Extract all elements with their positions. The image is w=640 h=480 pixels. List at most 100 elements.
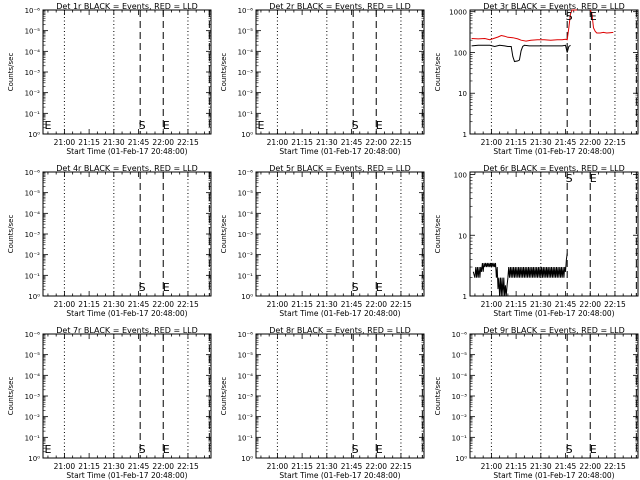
plot-frame [42, 9, 212, 135]
start-marker-label: S [352, 281, 359, 294]
x-tick-label: 21:45 [555, 300, 577, 309]
panel-title: Det 7r BLACK = Events, RED = LLD [56, 326, 198, 335]
y-tick-label: 10⁻⁶ [452, 331, 468, 339]
x-tick-label: 21:30 [316, 138, 338, 147]
y-tick-label: 10⁻³ [25, 393, 41, 401]
x-tick-label: 22:15 [390, 300, 412, 309]
x-tick-label: 22:00 [365, 462, 387, 471]
x-tick-label: 22:00 [579, 462, 601, 471]
y-tick-label: 10 [458, 232, 467, 240]
left-e-marker-label: E [45, 443, 52, 456]
x-tick-label: 21:00 [54, 300, 76, 309]
x-axis-label: Start Time (01-Feb-17 20:48:00) [66, 309, 187, 318]
y-tick-label: 10⁻² [25, 252, 41, 260]
y-tick-label: 10⁻⁵ [238, 190, 254, 198]
x-tick-label: 21:30 [530, 300, 552, 309]
panel-title: Det 5r BLACK = Events, RED = LLD [269, 164, 411, 173]
x-tick-label: 22:00 [152, 300, 174, 309]
x-axis-label: Start Time (01-Feb-17 20:48:00) [279, 309, 400, 318]
x-axis-label: Start Time (01-Feb-17 20:48:00) [493, 471, 614, 480]
x-tick-label: 21:45 [341, 462, 363, 471]
y-tick-label: 10⁻³ [238, 393, 254, 401]
start-marker-label: S [566, 172, 573, 185]
y-tick-label: 10⁻³ [238, 231, 254, 239]
y-axis-label: Counts/sec [220, 215, 228, 254]
series-events [472, 253, 568, 297]
plot-frame [255, 9, 425, 135]
x-tick-label: 21:30 [316, 462, 338, 471]
panel-title: Det 1r BLACK = Events, RED = LLD [56, 2, 198, 11]
end-marker-label: E [590, 10, 597, 23]
y-tick-label: 10⁰ [241, 293, 253, 301]
x-tick-label: 22:15 [390, 462, 412, 471]
x-tick-label: 21:00 [481, 138, 503, 147]
y-tick-label: 10⁻² [452, 414, 468, 422]
end-marker-label: E [590, 172, 597, 185]
start-marker-label: S [352, 443, 359, 456]
x-tick-label: 21:45 [128, 462, 150, 471]
y-tick-label: 10⁰ [241, 455, 253, 463]
x-axis-label: Start Time (01-Feb-17 20:48:00) [493, 309, 614, 318]
x-tick-label: 21:15 [291, 300, 313, 309]
y-axis-label: Counts/sec [220, 377, 228, 416]
start-marker-label: S [352, 119, 359, 132]
y-tick-label: 10⁰ [28, 455, 40, 463]
y-tick-label: 10⁰ [455, 455, 467, 463]
y-tick-label: 10⁻² [238, 90, 254, 98]
y-tick-label: 10⁻⁴ [238, 210, 254, 218]
end-marker-label: E [163, 119, 170, 132]
x-tick-label: 21:45 [341, 300, 363, 309]
y-tick-label: 10⁻² [238, 414, 254, 422]
start-marker-label: S [566, 10, 573, 23]
y-tick-label: 10⁻⁴ [25, 48, 41, 56]
x-tick-label: 21:15 [505, 300, 527, 309]
x-axis-label: Start Time (01-Feb-17 20:48:00) [66, 471, 187, 480]
y-axis-label: Counts/sec [7, 53, 15, 92]
left-e-marker-label: E [258, 119, 265, 132]
y-axis-label: Counts/sec [7, 377, 15, 416]
x-tick-label: 21:45 [555, 462, 577, 471]
plot-frame [42, 171, 212, 297]
y-tick-label: 10⁻⁴ [238, 48, 254, 56]
y-tick-label: 100 [454, 172, 467, 180]
panel-title: Det 6r BLACK = Events, RED = LLD [483, 164, 625, 173]
x-tick-label: 21:45 [555, 138, 577, 147]
y-axis-label: Counts/sec [434, 53, 442, 92]
y-tick-label: 10⁻⁴ [238, 372, 254, 380]
x-axis-label: Start Time (01-Feb-17 20:48:00) [279, 147, 400, 156]
y-tick-label: 10⁰ [28, 293, 40, 301]
series-events [471, 44, 571, 63]
start-marker-label: S [139, 281, 146, 294]
y-tick-label: 1 [463, 293, 467, 301]
series-lld [471, 9, 578, 42]
y-tick-label: 10⁻² [25, 414, 41, 422]
y-tick-label: 10⁻⁶ [25, 331, 41, 339]
y-axis-label: Counts/sec [220, 53, 228, 92]
series-lld [589, 9, 614, 34]
x-tick-label: 22:15 [177, 462, 199, 471]
y-tick-label: 10⁰ [28, 131, 40, 139]
x-tick-label: 22:00 [152, 462, 174, 471]
plot-frame [255, 333, 425, 459]
y-tick-label: 10⁻² [25, 90, 41, 98]
y-tick-label: 10⁻³ [238, 69, 254, 77]
end-marker-label: E [163, 281, 170, 294]
plot-frame [255, 171, 425, 297]
y-tick-label: 10⁻¹ [238, 434, 254, 442]
y-tick-label: 10⁻³ [25, 69, 41, 77]
x-tick-label: 21:00 [481, 462, 503, 471]
y-tick-label: 10⁻¹ [452, 434, 468, 442]
y-axis-label: Counts/sec [7, 215, 15, 254]
y-tick-label: 10⁻¹ [25, 434, 41, 442]
y-tick-label: 10⁻⁶ [238, 169, 254, 177]
x-tick-label: 21:15 [505, 462, 527, 471]
y-tick-label: 10⁻³ [25, 231, 41, 239]
y-tick-label: 10⁰ [241, 131, 253, 139]
x-tick-label: 22:00 [365, 300, 387, 309]
start-marker-label: S [139, 119, 146, 132]
